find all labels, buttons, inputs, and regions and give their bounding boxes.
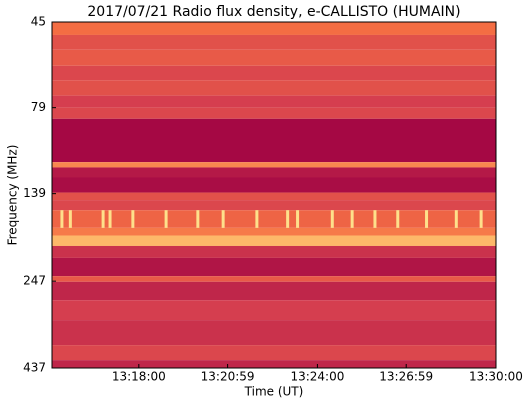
x-axis-label: Time (UT) xyxy=(244,385,304,399)
burst xyxy=(255,210,259,228)
spectrum-band xyxy=(52,49,496,66)
spectrum-band xyxy=(52,281,496,301)
spectrum-band xyxy=(52,200,496,211)
burst xyxy=(221,210,225,228)
burst xyxy=(164,210,168,228)
burst xyxy=(196,210,200,228)
plot-frame xyxy=(51,21,497,369)
spectrum-band xyxy=(52,107,496,119)
spectrum-band xyxy=(52,192,496,201)
burst xyxy=(108,210,112,228)
burst xyxy=(454,210,458,228)
spectrum-band xyxy=(52,245,496,258)
spectrum-band xyxy=(52,235,496,246)
burst xyxy=(60,210,64,228)
x-tick-label: 13:30:00 xyxy=(469,370,523,384)
burst xyxy=(330,210,334,228)
spectrum-band xyxy=(52,300,496,321)
spectrum-band xyxy=(52,162,496,168)
spectrum-band xyxy=(52,320,496,346)
spectrum-band xyxy=(52,345,496,361)
spectrum-band xyxy=(52,80,496,96)
y-tick-label: 79 xyxy=(31,100,46,114)
spectrum-band xyxy=(52,177,496,193)
burst xyxy=(68,210,72,228)
x-tick-label: 13:24:00 xyxy=(290,370,344,384)
burst xyxy=(479,210,483,228)
x-tick-label: 13:18:00 xyxy=(112,370,166,384)
y-tick-label: 247 xyxy=(23,274,46,288)
spectrum-band xyxy=(52,257,496,277)
y-tick-label: 437 xyxy=(23,361,46,375)
burst xyxy=(373,210,377,228)
burst xyxy=(296,210,300,228)
x-tick-label: 13:20:59 xyxy=(201,370,255,384)
spectrum-band xyxy=(52,167,496,178)
burst xyxy=(286,210,290,228)
spectrum-band xyxy=(52,95,496,108)
burst xyxy=(350,210,354,228)
y-axis-label: Frequency (MHz) xyxy=(6,145,20,246)
spectrum-band xyxy=(52,276,496,282)
spectrum-band xyxy=(52,360,496,368)
burst xyxy=(131,210,135,228)
x-tick-label: 13:26:59 xyxy=(379,370,433,384)
chart-title: 2017/07/21 Radio flux density, e-CALLIST… xyxy=(87,4,460,20)
spectrum-band xyxy=(52,210,496,228)
burst xyxy=(425,210,429,228)
spectrum-band xyxy=(52,65,496,81)
burst xyxy=(101,210,105,228)
spectrum-band xyxy=(52,118,496,163)
spectrum-band xyxy=(52,22,496,35)
y-tick-label: 45 xyxy=(31,15,46,29)
spectrum-band xyxy=(52,34,496,50)
burst xyxy=(396,210,400,228)
spectrum-band xyxy=(52,227,496,236)
y-tick-label: 139 xyxy=(23,186,46,200)
